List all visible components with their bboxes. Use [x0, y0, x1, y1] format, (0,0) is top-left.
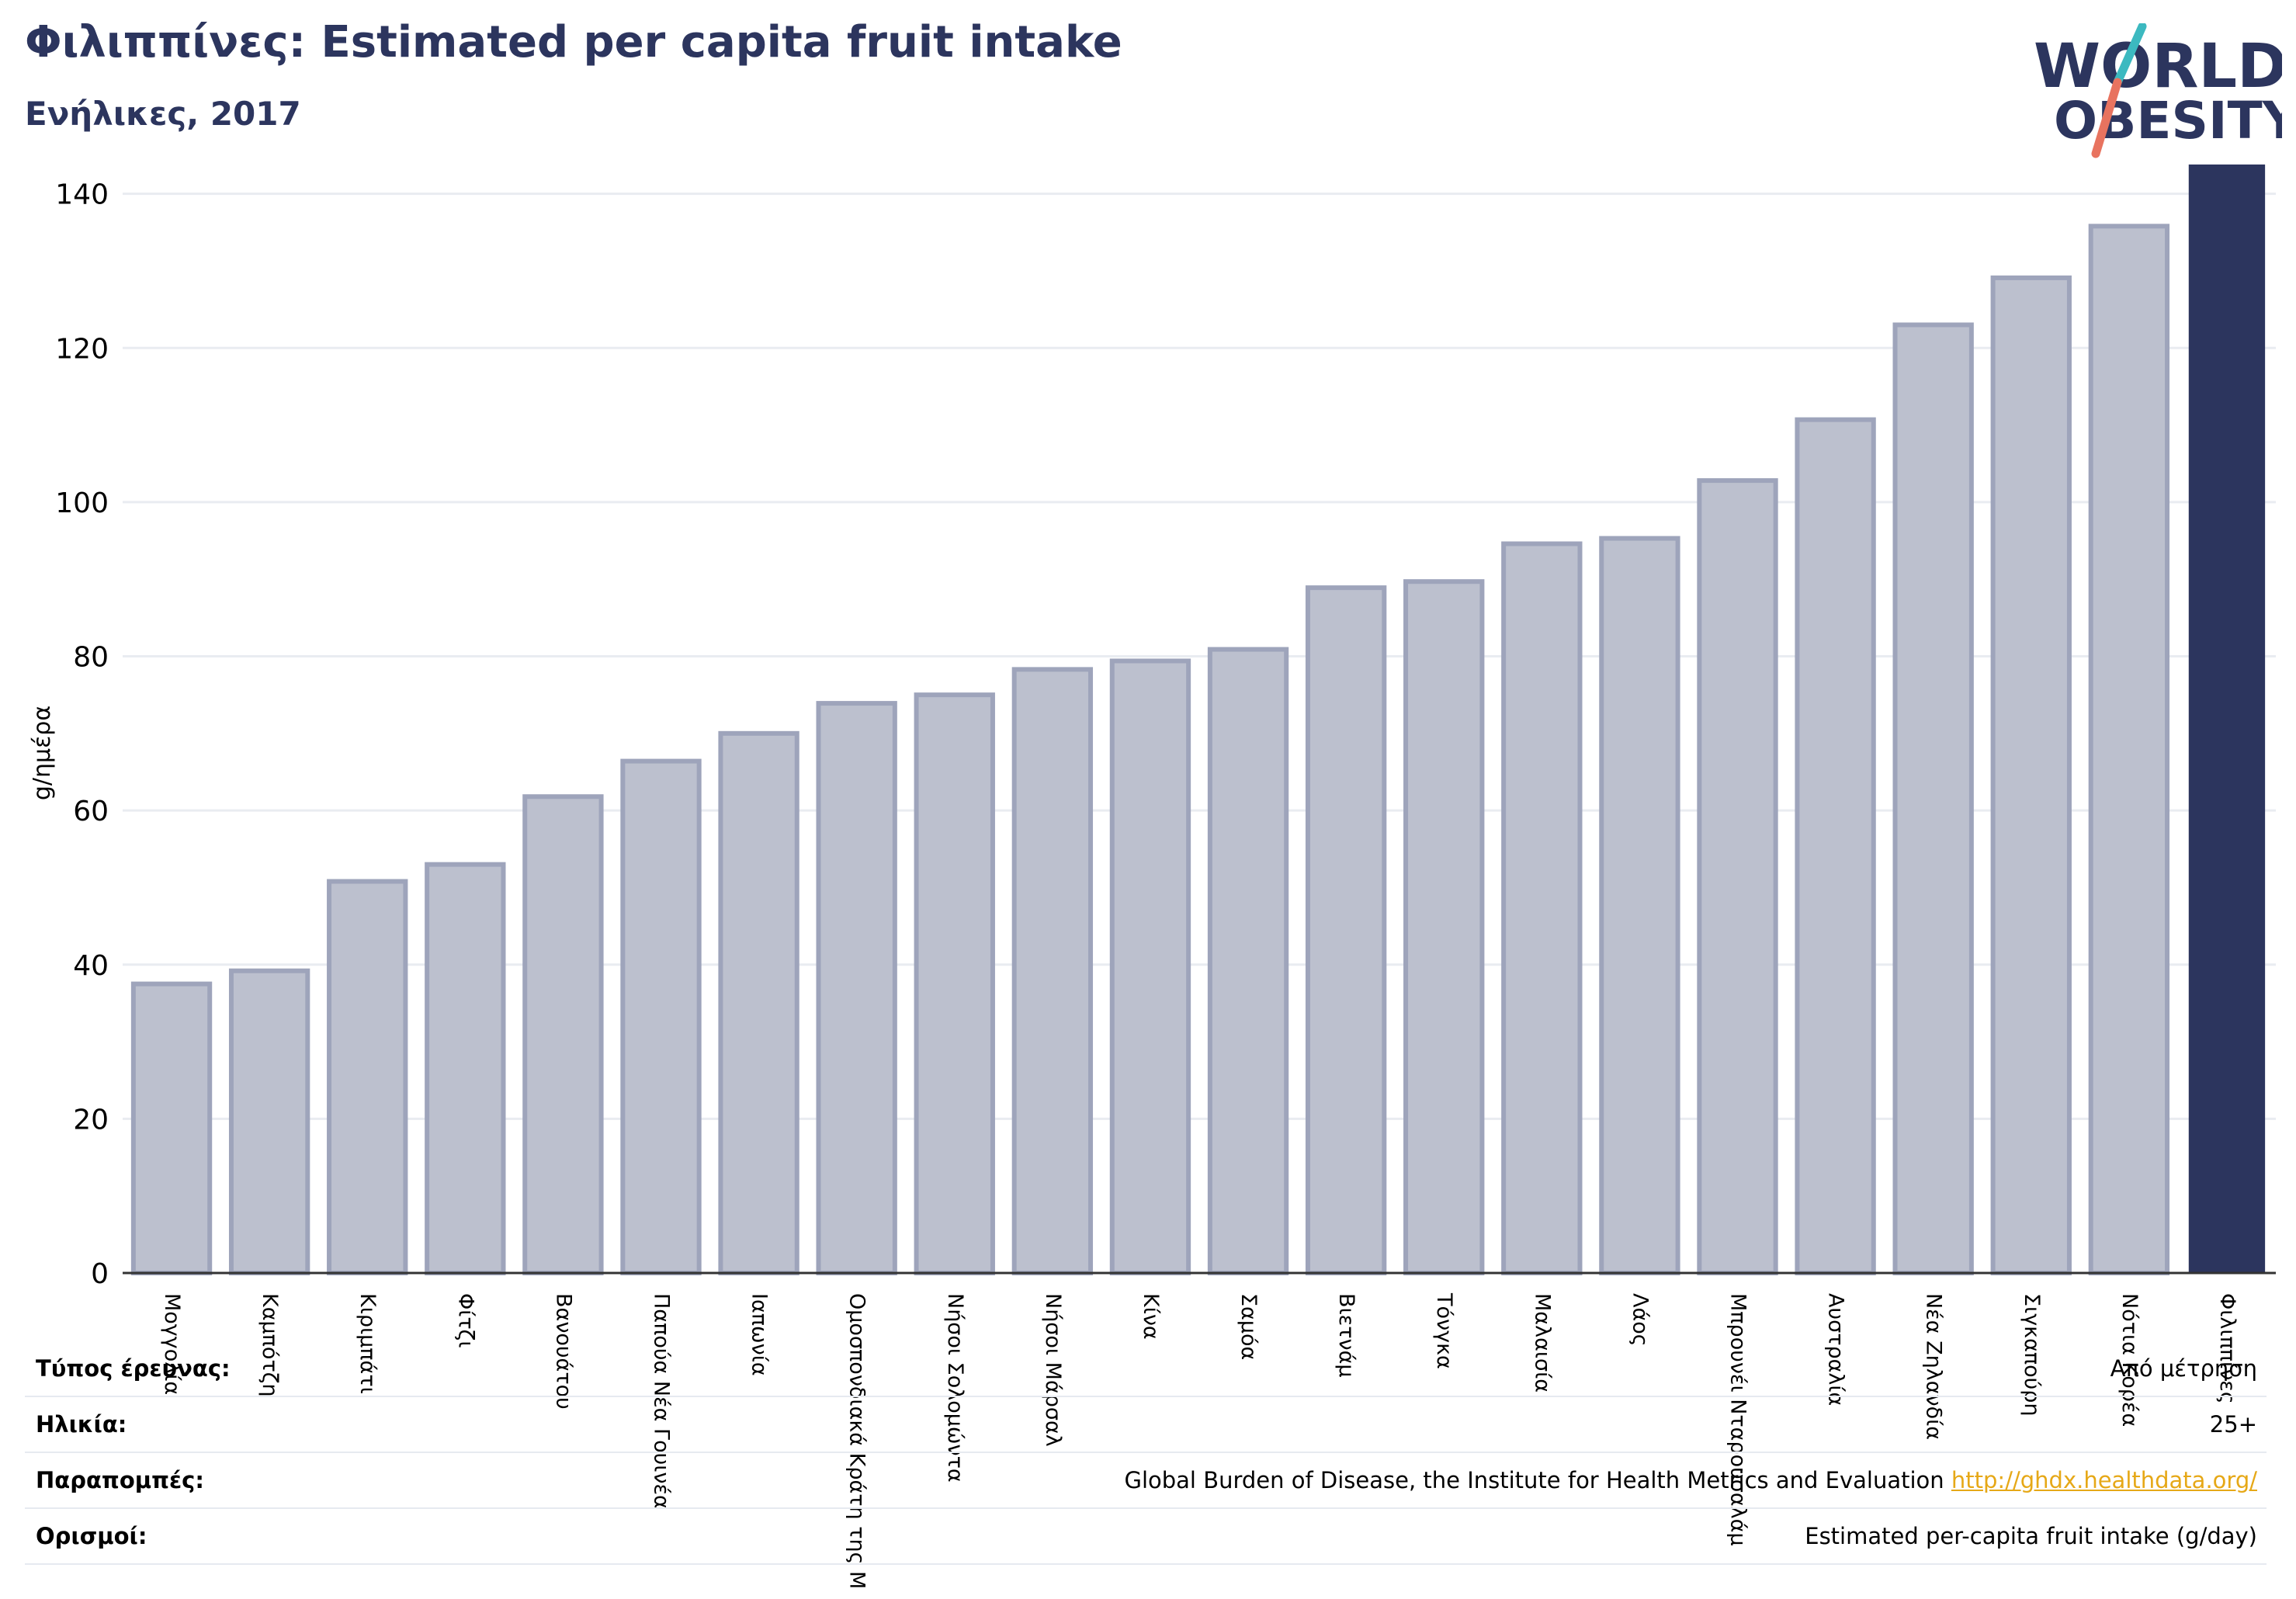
y-tick-label: 120 — [55, 333, 109, 365]
logo-slash-red — [2091, 78, 2122, 158]
x-tick-label: Μογγολία — [160, 1293, 184, 1395]
info-label: Παραπομπές: — [36, 1467, 204, 1493]
logo-slash-teal — [2113, 22, 2147, 87]
bar — [620, 758, 702, 1275]
y-tick-label: 40 — [73, 950, 109, 982]
bar — [2088, 224, 2170, 1276]
world-obesity-logo: WORLD OBESITY — [2018, 22, 2296, 166]
info-value: Global Burden of Disease, the Institute … — [1124, 1453, 2257, 1507]
x-tick-label: Λάος — [1628, 1293, 1652, 1347]
x-tick-label: Νότια Κορέα — [2117, 1293, 2142, 1427]
x-tick-label: Κίνα — [1139, 1293, 1163, 1340]
logo-line-1: WORLD — [2034, 32, 2282, 102]
chart-subtitle: Ενήλικες, 2017 — [25, 95, 301, 133]
x-tick-label: Φίτζι — [453, 1293, 477, 1348]
bar — [816, 701, 897, 1275]
info-label: Ηλικία: — [36, 1411, 127, 1438]
x-tick-label: Μπρουνέι Νταρουσαλάμ — [1726, 1293, 1750, 1546]
bar — [1501, 541, 1583, 1275]
x-axis-labels: Μογγολία Καμπότζη Κιριμπάτι Φίτζι Βανουάτου Π… — [160, 1292, 2239, 1589]
x-tick-label: Ιαπωνία — [747, 1293, 772, 1376]
y-tick-label: 60 — [73, 796, 109, 827]
chart-title: Φιλιππίνες: Estimated per capita fruit i… — [25, 17, 1122, 68]
y-axis-label: g/ημέρα — [29, 706, 56, 800]
bar — [914, 692, 995, 1275]
x-tick-label: Κιριμπάτι — [355, 1293, 380, 1394]
info-row-references: Παραπομπές: Global Burden of Disease, th… — [25, 1453, 2267, 1509]
bar — [1305, 585, 1387, 1275]
reference-link[interactable]: http://ghdx.healthdata.org/ — [1951, 1467, 2257, 1493]
bar — [522, 794, 604, 1275]
y-tick-label: 100 — [55, 487, 109, 519]
x-tick-label: Νήσοι Σολομώντα — [943, 1293, 967, 1483]
info-row-survey-type: Τύπος έρευνας: Από μέτρηση — [25, 1341, 2267, 1397]
bar — [1011, 667, 1094, 1275]
bar — [718, 730, 799, 1275]
info-value: Estimated per-capita fruit intake (g/day… — [1805, 1523, 2257, 1549]
x-tick-label: Παπούα Νέα Γουινέα — [650, 1293, 674, 1509]
x-tick-label: Νέα Ζηλανδία — [1922, 1293, 1946, 1440]
bar — [1403, 579, 1485, 1275]
info-row-definitions: Ορισμοί: Estimated per-capita fruit inta… — [25, 1509, 2267, 1565]
bar — [1599, 536, 1680, 1275]
x-tick-label: Βιετνάμ — [1334, 1293, 1358, 1378]
bar — [425, 862, 506, 1275]
bar-highlighted — [2188, 164, 2266, 1273]
bar — [1795, 417, 1876, 1275]
y-tick-label: 20 — [73, 1104, 109, 1136]
info-table: Τύπος έρευνας: Από μέτρηση Ηλικία: 25+ Π… — [25, 1341, 2267, 1565]
x-tick-label: Ομοσπονδιακά Κράτη της Μ — [845, 1293, 869, 1589]
info-value: Από μέτρηση — [2110, 1355, 2257, 1382]
y-tick-label: 80 — [73, 642, 109, 674]
bar — [327, 879, 408, 1275]
bar — [1109, 658, 1191, 1275]
x-tick-label: Μαλαισία — [1530, 1293, 1554, 1393]
x-tick-label: Βανουάτου — [551, 1293, 575, 1410]
bar — [228, 968, 310, 1276]
x-tick-label: Φιλιππίνες — [2215, 1293, 2239, 1404]
y-tick-label: 0 — [91, 1258, 109, 1290]
info-value: 25+ — [2209, 1411, 2257, 1438]
x-tick-label: Αυστραλία — [1824, 1293, 1848, 1406]
bar — [1207, 647, 1289, 1275]
x-tick-label: Τόνγκα — [1432, 1292, 1456, 1369]
info-label: Ορισμοί: — [36, 1523, 147, 1549]
bars — [130, 164, 2266, 1276]
x-tick-label: Καμπότζη — [258, 1293, 282, 1397]
reference-text: Global Burden of Disease, the Institute … — [1124, 1467, 1951, 1493]
x-tick-label: Νήσοι Μάρσαλ — [1041, 1293, 1065, 1447]
info-row-age: Ηλικία: 25+ — [25, 1397, 2267, 1453]
bar — [1990, 275, 2072, 1275]
y-axis-ticks: 0 20 40 60 80 100 120 140 — [55, 179, 109, 1290]
x-tick-label: Σαμόα — [1236, 1293, 1261, 1360]
bar — [1892, 322, 1974, 1275]
bar — [130, 981, 213, 1275]
bar — [1697, 478, 1778, 1275]
y-tick-label: 140 — [55, 179, 109, 211]
logo-line-2: OBESITY — [2054, 91, 2282, 151]
info-label: Τύπος έρευνας: — [36, 1355, 231, 1382]
